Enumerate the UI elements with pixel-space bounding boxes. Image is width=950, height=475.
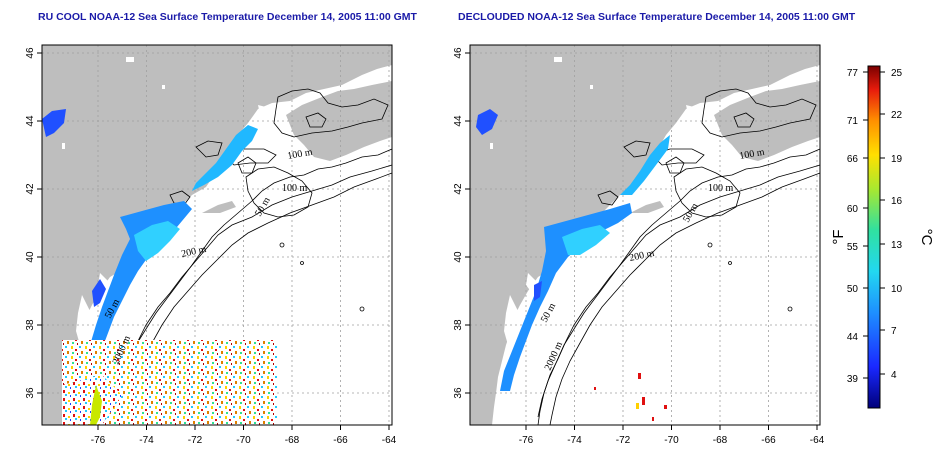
fahrenheit-tick: 44: [847, 332, 859, 343]
y-tick-label: 40: [453, 251, 464, 263]
x-tick-label: -72: [188, 435, 203, 446]
x-tick-label: -70: [236, 435, 251, 446]
x-tick-label: -70: [664, 435, 679, 446]
x-tick-label: -76: [91, 435, 106, 446]
x-tick-label: -66: [333, 435, 348, 446]
celsius-tick: 7: [891, 326, 897, 337]
y-tick-label: 46: [25, 47, 36, 59]
celsius-tick: 19: [891, 154, 903, 165]
isobath-label: 100 m: [287, 147, 314, 162]
isobath-label: 200 m: [180, 244, 207, 260]
x-tick-label: -64: [810, 435, 825, 446]
x-tick-label: -68: [285, 435, 300, 446]
x-tick-label: -66: [761, 435, 776, 446]
x-tick-label: -74: [139, 435, 154, 446]
y-tick-label: 44: [25, 115, 36, 127]
y-tick-label: 42: [25, 183, 36, 195]
celsius-tick: 25: [891, 68, 903, 79]
x-tick-label: -68: [713, 435, 728, 446]
fahrenheit-tick: 77: [847, 68, 859, 79]
left-map: 100 m 100 m 50 m 200 m 50 m 2000 m -76 -…: [25, 44, 397, 446]
y-tick-label: 36: [453, 387, 464, 399]
fahrenheit-tick: 39: [847, 374, 859, 385]
fahrenheit-tick: 71: [847, 116, 859, 127]
fahrenheit-label: °F: [830, 229, 847, 244]
left-map-title: RU COOL NOAA-12 Sea Surface Temperature …: [38, 11, 417, 23]
celsius-tick: 10: [891, 284, 903, 295]
fahrenheit-tick: 66: [847, 154, 859, 165]
fahrenheit-tick: 55: [847, 242, 859, 253]
isobath-label: 100 m: [739, 147, 766, 162]
celsius-label: °C: [918, 229, 935, 246]
celsius-tick: 13: [891, 240, 903, 251]
isobath-label: 100 m: [282, 183, 308, 194]
colorbar-gradient: [867, 65, 881, 409]
colorbar: 77 71 66 60 55 50 44 39 25 22 19 16 13 1…: [830, 65, 935, 409]
isobath-label: 100 m: [708, 183, 734, 194]
y-tick-label: 36: [25, 387, 36, 399]
x-tick-label: -64: [382, 435, 397, 446]
fahrenheit-tick: 60: [847, 204, 859, 215]
sst-coverage-right: [476, 109, 670, 421]
celsius-tick: 22: [891, 110, 903, 121]
x-tick-label: -74: [567, 435, 582, 446]
right-map-title: DECLOUDED NOAA-12 Sea Surface Temperatur…: [458, 11, 856, 23]
y-tick-label: 38: [25, 319, 36, 331]
y-tick-label: 38: [453, 319, 464, 331]
y-tick-label: 40: [25, 251, 36, 263]
celsius-tick: 4: [891, 370, 897, 381]
y-tick-label: 42: [453, 183, 464, 195]
sst-coverage-left: [42, 109, 277, 425]
right-map: 100 m 100 m 50 m 200 m 50 m 2000 m -76 -…: [453, 44, 825, 446]
x-tick-label: -76: [519, 435, 534, 446]
isobath-label: 200 m: [628, 248, 655, 264]
y-tick-label: 44: [453, 115, 464, 127]
y-tick-label: 46: [453, 47, 464, 59]
x-tick-label: -72: [616, 435, 631, 446]
celsius-tick: 16: [891, 196, 903, 207]
fahrenheit-tick: 50: [847, 284, 859, 295]
